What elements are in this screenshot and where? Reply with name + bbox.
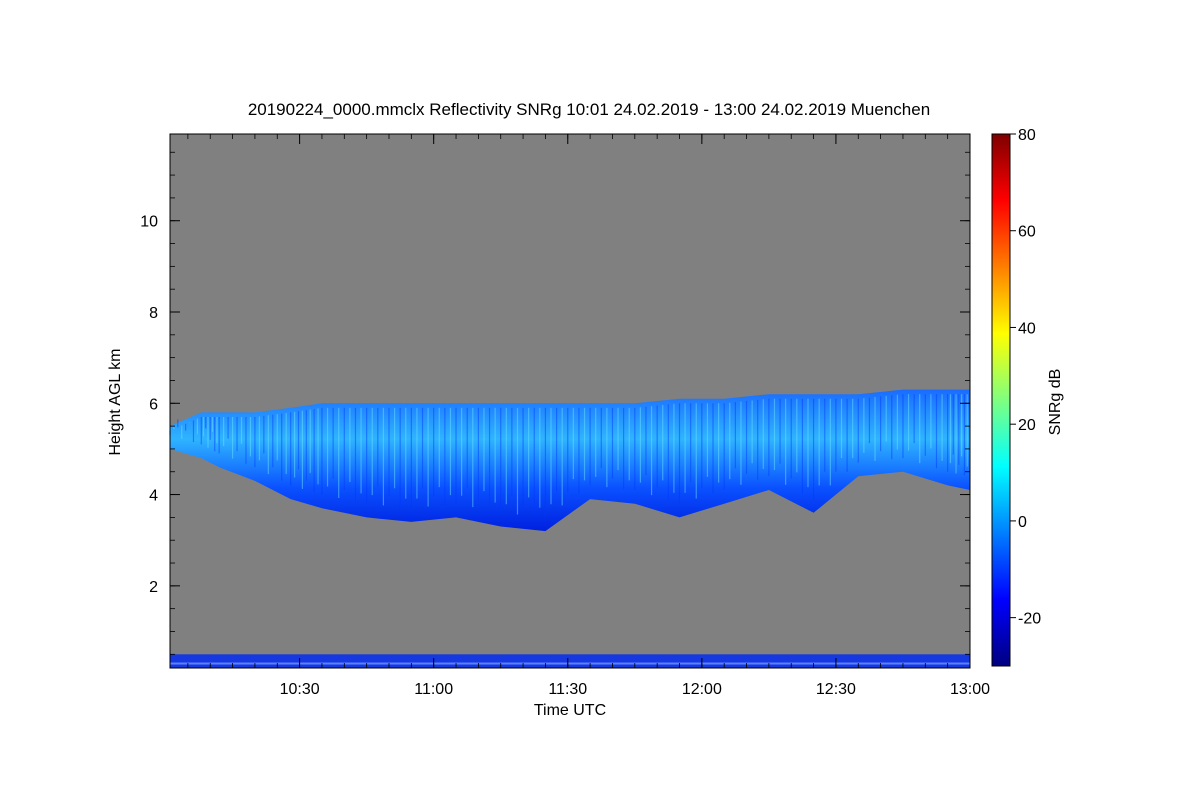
y-tick-label: 4: [149, 488, 158, 505]
colorbar-tick-label: 0: [1018, 514, 1027, 531]
ground-clutter-line: [170, 662, 970, 665]
y-tick-label: 10: [140, 214, 158, 231]
x-tick-label: 13:00: [950, 681, 990, 698]
x-tick-label: 11:00: [414, 681, 453, 698]
y-tick-label: 2: [149, 579, 158, 596]
colorbar-tick-label: 40: [1018, 320, 1036, 337]
plot-frame: [169, 133, 971, 669]
plot-area: [169, 133, 971, 669]
colorbar-tick-label: 20: [1018, 417, 1036, 434]
y-tick-label: 6: [149, 396, 158, 413]
ground-clutter-band: [170, 654, 970, 668]
x-tick-label: 10:30: [280, 681, 320, 698]
colorbar-scale: [991, 133, 1011, 667]
x-axis-label: Time UTC: [534, 702, 606, 719]
colorbar-tick-label: 60: [1018, 224, 1036, 241]
y-axis-label: Height AGL km: [107, 348, 124, 455]
x-tick-label: 12:30: [816, 681, 856, 698]
x-axis: 10:30 11:00 11:30 12:00 12:30 13:00: [187, 134, 990, 698]
cloud-layer: [170, 389, 970, 532]
colorbar-tick-label: 80: [1018, 127, 1036, 144]
colorbar: -20 0 20 40 60 80: [991, 127, 1041, 667]
y-tick-label: 8: [149, 305, 158, 322]
colorbar-tick-label: -20: [1018, 611, 1041, 628]
chart-title: 20190224_0000.mmclx Reflectivity SNRg 10…: [248, 100, 930, 119]
y-axis: 2 4 6 8 10: [140, 151, 970, 655]
cloud-streaks: [169, 394, 968, 518]
x-tick-label: 11:30: [548, 681, 587, 698]
colorbar-label: SNRg dB: [1047, 369, 1064, 436]
x-tick-label: 12:00: [682, 681, 722, 698]
